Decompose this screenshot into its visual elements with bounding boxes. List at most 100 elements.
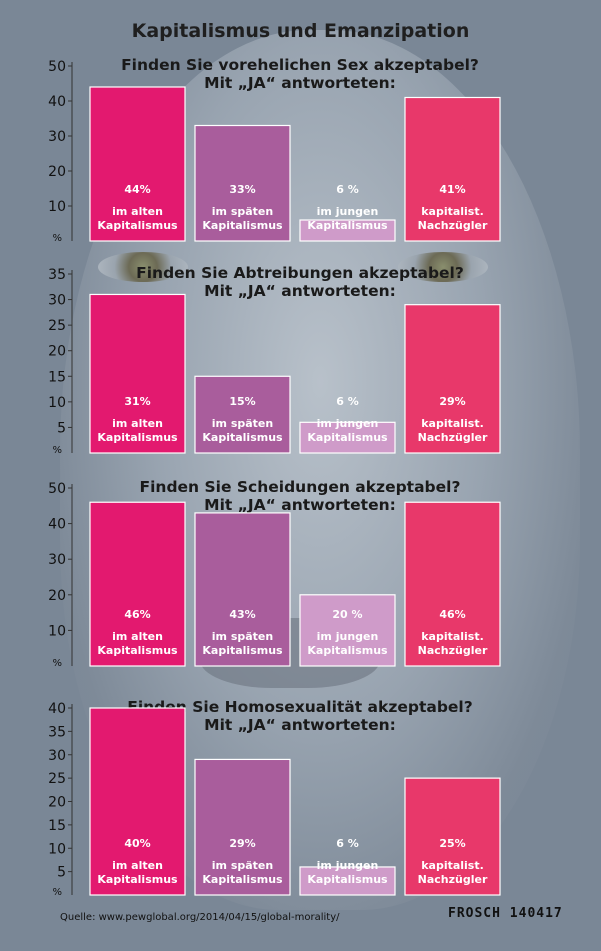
bar-value-label: 46% xyxy=(124,608,150,621)
bar-category-label: im jungen xyxy=(317,859,379,872)
bar-value-label: 6 % xyxy=(336,395,359,408)
y-unit-label: % xyxy=(52,445,62,456)
y-tick-label: 10 xyxy=(48,623,66,639)
bar-category-label: im alten xyxy=(112,417,163,430)
y-tick-label: 5 xyxy=(57,420,66,436)
y-tick-label: 25 xyxy=(48,318,66,334)
bar-category-label: Kapitalismus xyxy=(202,219,283,232)
bar-value-label: 46% xyxy=(439,608,465,621)
bar-category-label: im alten xyxy=(112,859,163,872)
chart-title-line: Finden Sie Abtreibungen akzeptabel? xyxy=(136,264,464,282)
bar-category-label: kapitalist. xyxy=(421,630,484,643)
bar-category-label: im jungen xyxy=(317,205,379,218)
bar xyxy=(404,304,501,454)
y-tick-label: 10 xyxy=(48,841,66,857)
bar-category-label: Kapitalismus xyxy=(97,873,178,886)
page-title: Kapitalismus und Emanzipation xyxy=(131,20,470,42)
bar-value-label: 6 % xyxy=(336,837,359,850)
y-tick-label: 20 xyxy=(48,588,66,604)
chart-title-line: Finden Sie vorehelichen Sex akzeptabel? xyxy=(121,56,479,74)
bar-value-label: 33% xyxy=(229,183,255,196)
bar-category-label: Kapitalismus xyxy=(307,219,388,232)
bar-category-label: im alten xyxy=(112,630,163,643)
bar xyxy=(194,758,291,896)
y-tick-label: 25 xyxy=(48,771,66,787)
bar xyxy=(299,421,396,454)
chart-title-line: Mit „JA“ antworteten: xyxy=(204,496,396,514)
y-tick-label: 5 xyxy=(57,865,66,881)
bar xyxy=(299,219,396,242)
y-tick-label: 30 xyxy=(48,748,66,764)
bar-value-label: 6 % xyxy=(336,183,359,196)
bar-value-label: 31% xyxy=(124,395,150,408)
y-tick-label: 10 xyxy=(48,199,66,215)
y-unit-label: % xyxy=(52,658,62,669)
bar xyxy=(89,501,186,667)
bar xyxy=(404,96,501,242)
left-eye-image xyxy=(98,252,188,282)
bar-category-label: kapitalist. xyxy=(421,417,484,430)
right-eye-image xyxy=(398,252,488,282)
bar-category-label: kapitalist. xyxy=(421,205,484,218)
bar xyxy=(404,777,501,896)
bar-category-label: im späten xyxy=(212,859,273,872)
bar-category-label: Kapitalismus xyxy=(307,431,388,444)
bar-category-label: Nachzügler xyxy=(418,873,488,886)
y-tick-label: 30 xyxy=(48,293,66,309)
artist-signature: FROSCH 140417 xyxy=(448,906,563,921)
y-tick-label: 35 xyxy=(48,267,66,283)
bar-value-label: 15% xyxy=(229,395,255,408)
bar xyxy=(299,594,396,667)
bar xyxy=(404,501,501,667)
chart-panel-2: Finden Sie Abtreibungen akzeptabel?Mit „… xyxy=(48,264,501,456)
y-tick-label: 20 xyxy=(48,795,66,811)
bar-value-label: 20 % xyxy=(332,608,362,621)
y-tick-label: 20 xyxy=(48,164,66,180)
y-unit-label: % xyxy=(52,233,62,244)
source-note: Quelle: www.pewglobal.org/2014/04/15/glo… xyxy=(60,912,340,923)
chart-title-line: Mit „JA“ antworteten: xyxy=(204,282,396,300)
bar xyxy=(89,86,186,242)
chart-title-line: Finden Sie Homosexualität akzeptabel? xyxy=(127,698,473,716)
chart-title-line: Mit „JA“ antworteten: xyxy=(204,74,396,92)
bar-category-label: im jungen xyxy=(317,630,379,643)
bar xyxy=(194,124,291,242)
chart-panel-1: Finden Sie vorehelichen Sex akzeptabel?M… xyxy=(48,56,501,244)
bar-value-label: 25% xyxy=(439,837,465,850)
chart-title-line: Finden Sie Scheidungen akzeptabel? xyxy=(140,478,461,496)
chart-panel-4: Finden Sie Homosexualität akzeptabel?Mit… xyxy=(48,698,501,898)
bar-category-label: im späten xyxy=(212,205,273,218)
bar-category-label: Nachzügler xyxy=(418,431,488,444)
bar-value-label: 29% xyxy=(439,395,465,408)
bar-value-label: 41% xyxy=(439,183,465,196)
bar-category-label: Kapitalismus xyxy=(97,644,178,657)
y-tick-label: 40 xyxy=(48,701,66,717)
bar-category-label: kapitalist. xyxy=(421,859,484,872)
bar-category-label: Nachzügler xyxy=(418,219,488,232)
bar xyxy=(194,375,291,454)
y-tick-label: 50 xyxy=(48,481,66,497)
y-tick-label: 40 xyxy=(48,517,66,533)
bar-category-label: Kapitalismus xyxy=(202,644,283,657)
bar-value-label: 43% xyxy=(229,608,255,621)
bar xyxy=(299,866,396,896)
bar-category-label: im späten xyxy=(212,630,273,643)
bar-category-label: Kapitalismus xyxy=(307,644,388,657)
bar-value-label: 40% xyxy=(124,837,150,850)
bar-category-label: Kapitalismus xyxy=(97,219,178,232)
bar-category-label: Kapitalismus xyxy=(202,431,283,444)
bar-category-label: Kapitalismus xyxy=(307,873,388,886)
y-tick-label: 50 xyxy=(48,59,66,75)
bar-value-label: 29% xyxy=(229,837,255,850)
bar-category-label: im alten xyxy=(112,205,163,218)
y-tick-label: 20 xyxy=(48,344,66,360)
bar-category-label: im jungen xyxy=(317,417,379,430)
y-tick-label: 10 xyxy=(48,395,66,411)
chart-title-line: Mit „JA“ antworteten: xyxy=(204,716,396,734)
chart-panel-3: Finden Sie Scheidungen akzeptabel?Mit „J… xyxy=(48,478,501,669)
y-unit-label: % xyxy=(52,887,62,898)
bar-category-label: Nachzügler xyxy=(418,644,488,657)
bar-value-label: 44% xyxy=(124,183,150,196)
